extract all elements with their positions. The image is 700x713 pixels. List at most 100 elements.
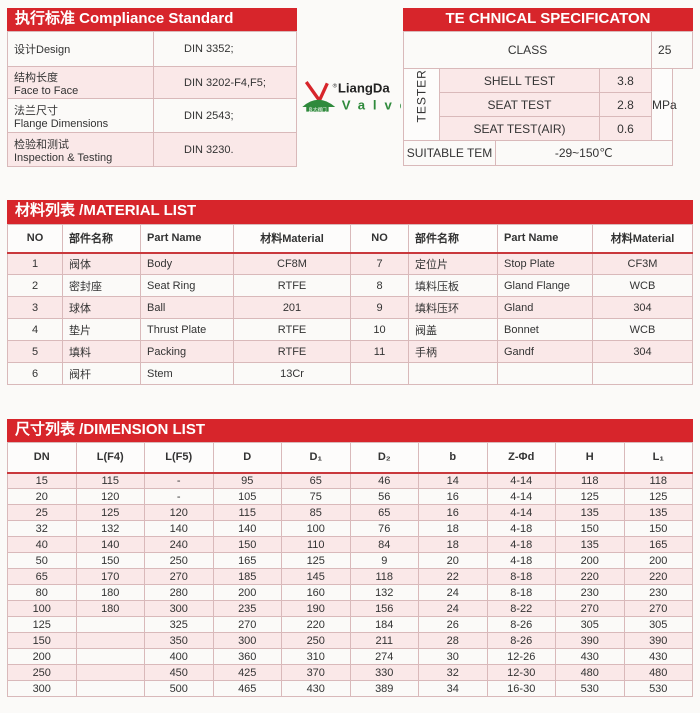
standard-label: 法兰尺寸 Flange Dimensions xyxy=(7,98,154,133)
table-cell: Bonnet xyxy=(497,318,593,341)
table-cell: 9 xyxy=(350,296,409,319)
table-cell: 135 xyxy=(623,504,693,521)
table-cell: 370 xyxy=(281,664,351,681)
test-label: SEAT TEST xyxy=(439,92,600,117)
table-cell: Stop Plate xyxy=(497,252,593,275)
material-title: 材料列表 /MATERIAL LIST xyxy=(7,200,693,224)
table-cell xyxy=(75,680,145,697)
table-cell: 12-30 xyxy=(486,664,556,681)
table-cell xyxy=(408,362,498,385)
table-cell: Ball xyxy=(140,296,234,319)
column-header: Part Name xyxy=(140,224,234,254)
table-cell: 22 xyxy=(418,568,488,585)
table-cell: 115 xyxy=(212,504,282,521)
standard-value: DIN 3352; xyxy=(153,31,297,67)
table-cell: 50 xyxy=(7,552,77,569)
table-cell: 150 xyxy=(75,552,145,569)
column-header: H xyxy=(555,442,625,474)
dimension-row: 25 125 120 115 85 65 16 4-14 135 135 xyxy=(7,504,693,521)
table-cell: CF8M xyxy=(233,252,351,275)
dimension-row: 50 150 250 165 125 9 20 4-18 200 200 xyxy=(7,552,693,569)
table-cell: 26 xyxy=(418,616,488,633)
table-cell: 6 xyxy=(7,362,63,385)
table-cell: 200 xyxy=(7,648,77,665)
table-cell: 185 xyxy=(212,568,282,585)
svg-text:Valve: Valve xyxy=(342,98,401,113)
column-header: L(F5) xyxy=(144,442,214,474)
compliance-title: 执行标准 Compliance Standard xyxy=(7,8,297,31)
test-value: 0.6 xyxy=(598,116,653,141)
table-cell: 10 xyxy=(350,318,409,341)
table-cell: 30 xyxy=(418,648,488,665)
column-header: Part Name xyxy=(497,224,593,254)
table-cell: Gland Flange xyxy=(497,274,593,297)
label-cn: 设计Design xyxy=(14,44,71,56)
table-cell: 4-18 xyxy=(486,552,556,569)
table-cell: 24 xyxy=(418,600,488,617)
table-cell: 270 xyxy=(212,616,282,633)
label-cn: 法兰尺寸 xyxy=(14,104,58,117)
table-cell: 阀杆 xyxy=(62,362,141,385)
table-cell: 9 xyxy=(349,552,419,569)
class-label: CLASS xyxy=(402,31,653,69)
table-cell: 14 xyxy=(418,472,488,489)
table-cell: 填料 xyxy=(62,340,141,363)
test-label: SEAT TEST(AIR) xyxy=(439,116,600,141)
material-row: 3 球体 Ball 201 9 填料压环 Gland 304 xyxy=(7,296,693,319)
material-row: 6 阀杆 Stem 13Cr xyxy=(7,362,693,385)
label-en: Flange Dimensions xyxy=(14,117,109,130)
svg-text:良大阀门: 良大阀门 xyxy=(308,106,327,113)
table-cell: 16-30 xyxy=(486,680,556,697)
table-cell: 250 xyxy=(7,664,77,681)
table-cell xyxy=(75,616,145,633)
table-cell: 425 xyxy=(212,664,282,681)
table-cell: 13Cr xyxy=(233,362,351,385)
table-cell: 80 xyxy=(7,584,77,601)
table-cell: 84 xyxy=(349,536,419,553)
standard-value: DIN 2543; xyxy=(153,98,297,133)
column-header: 部件名称 xyxy=(408,224,498,254)
material-row: 4 垫片 Thrust Plate RTFE 10 阀盖 Bonnet WCB xyxy=(7,318,693,341)
table-cell: RTFE xyxy=(233,274,351,297)
table-cell: 390 xyxy=(555,632,625,649)
table-cell: 150 xyxy=(623,520,693,537)
label-cn: 结构长度 xyxy=(14,71,58,84)
table-cell: 360 xyxy=(212,648,282,665)
dimension-row: 300 500 465 430 389 34 16-30 530 530 xyxy=(7,680,693,697)
dimension-row: 65 170 270 185 145 118 22 8-18 220 220 xyxy=(7,568,693,585)
table-cell: 118 xyxy=(349,568,419,585)
dimension-row: 250 450 425 370 330 32 12-30 480 480 xyxy=(7,664,693,681)
table-cell: 46 xyxy=(349,472,419,489)
column-header: Z-Φd xyxy=(486,442,556,474)
compliance-row: 设计Design DIN 3352; xyxy=(7,31,297,67)
table-cell: 480 xyxy=(555,664,625,681)
table-cell: 300 xyxy=(212,632,282,649)
table-cell: 115 xyxy=(75,472,145,489)
table-cell: 140 xyxy=(75,536,145,553)
table-cell: 5 xyxy=(7,340,63,363)
table-cell: 16 xyxy=(418,504,488,521)
table-cell: 24 xyxy=(418,584,488,601)
table-cell xyxy=(592,362,693,385)
table-cell xyxy=(350,362,409,385)
dimension-row: 15 115-95 65 46 14 4-14 118 118 xyxy=(7,472,693,489)
table-cell: 20 xyxy=(418,552,488,569)
material-table: NO 部件名称 Part Name 材料Material NO 部件名称 Part Name… xyxy=(7,224,693,385)
table-cell: 65 xyxy=(349,504,419,521)
label-en: Face to Face xyxy=(14,84,79,97)
column-header: NO xyxy=(350,224,409,254)
column-header: 材料Material xyxy=(233,224,351,254)
table-cell: 18 xyxy=(418,520,488,537)
table-cell: 465 xyxy=(212,680,282,697)
table-cell: 手柄 xyxy=(408,340,498,363)
table-cell: 132 xyxy=(75,520,145,537)
table-cell: 150 xyxy=(7,632,77,649)
table-cell: 200 xyxy=(623,552,693,569)
table-cell: 34 xyxy=(418,680,488,697)
table-cell: 300 xyxy=(144,600,214,617)
test-label: SHELL TEST xyxy=(439,68,600,93)
table-cell: 20 xyxy=(7,488,77,505)
table-cell xyxy=(75,648,145,665)
table-cell: 76 xyxy=(349,520,419,537)
unit-label: MPa xyxy=(651,68,677,141)
